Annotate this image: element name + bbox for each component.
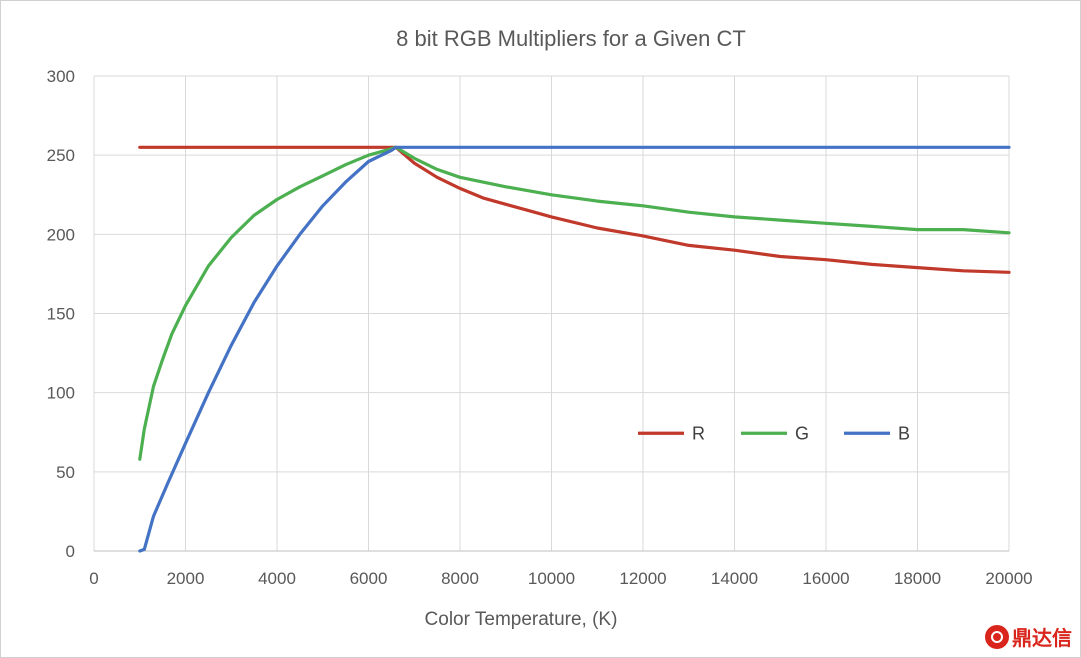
y-tick-label: 250 [47, 146, 75, 165]
y-tick-label: 150 [47, 305, 75, 324]
series-line-b [138, 145, 1011, 553]
x-axis-title: Color Temperature, (K) [425, 609, 618, 630]
legend-label: B [898, 423, 910, 443]
watermark-text: 鼎达信 [1012, 626, 1072, 650]
series-line-g [138, 145, 1011, 461]
x-tick-label: 2000 [167, 569, 205, 588]
x-tick-label: 6000 [350, 569, 388, 588]
legend-label: R [692, 423, 705, 443]
dingdaxin-logo-icon [985, 624, 1009, 649]
legend-label: G [795, 423, 809, 443]
x-tick-label: 14000 [711, 569, 758, 588]
series-layer [138, 145, 1011, 553]
y-tick-label: 100 [47, 384, 75, 403]
x-tick-label: 4000 [258, 569, 296, 588]
chart-title: 8 bit RGB Multipliers for a Given CT [396, 26, 746, 51]
legend-entry-g: G [741, 423, 809, 443]
legend-entry-r: R [638, 423, 705, 443]
x-tick-label: 20000 [985, 569, 1032, 588]
x-tick-label: 10000 [528, 569, 575, 588]
watermark: 鼎达信 [985, 622, 1072, 651]
y-tick-label: 200 [47, 225, 75, 244]
x-tick-label: 16000 [802, 569, 849, 588]
y-tick-label: 0 [66, 542, 75, 561]
x-tick-label: 18000 [894, 569, 941, 588]
tick-labels: 0 2000 4000 6000 8000 10000 12000 14000 16000 180… [47, 67, 1033, 588]
y-tick-label: 50 [56, 463, 75, 482]
x-tick-label: 12000 [619, 569, 666, 588]
legend-entry-b: B [844, 423, 910, 443]
y-tick-label: 300 [47, 67, 75, 86]
series-line-r [138, 145, 1011, 274]
x-tick-label: 8000 [441, 569, 479, 588]
x-tick-label: 0 [89, 569, 98, 588]
